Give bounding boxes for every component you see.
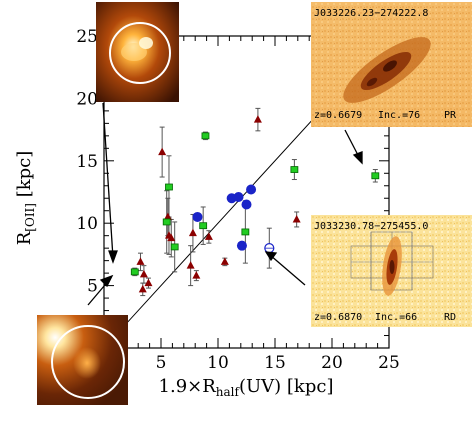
y-tick-label: 20: [76, 89, 98, 109]
triangle-point: [138, 284, 147, 293]
square-point: [241, 228, 250, 236]
pointer-arrows: [87, 102, 363, 306]
thumbnail-bottom: [37, 315, 128, 405]
x-axis-title: 1.9×Rhalf(UV) [kpc]: [159, 376, 334, 399]
triangle-point: [139, 269, 148, 278]
inset-title: J033226.23−274222.8: [314, 8, 428, 19]
data-points: [130, 115, 380, 293]
x-tick-label: 15: [264, 353, 286, 373]
triangle-point: [192, 271, 201, 279]
square-point: [130, 268, 139, 276]
y-tick-labels: 5 10 15 20 25: [76, 27, 98, 297]
x-tick-label: 20: [321, 353, 343, 373]
arrow-top-thumb-head: [108, 250, 118, 264]
x-tick-label: 25: [378, 353, 400, 373]
aperture-circle: [51, 325, 125, 399]
circle-point: [233, 191, 244, 202]
aperture-circle: [109, 22, 171, 84]
plot-frame: [103, 35, 390, 349]
circle-point: [246, 184, 257, 195]
triangle-point: [167, 233, 176, 242]
triangle-point: [253, 115, 262, 123]
square-point: [170, 243, 179, 251]
triangle-point: [136, 257, 145, 265]
inset-class: RD: [444, 312, 456, 323]
square-point: [290, 166, 299, 173]
triangle-point: [186, 261, 195, 269]
inset-class: PR: [444, 110, 457, 121]
triangle-point: [292, 214, 301, 223]
triangle-point: [144, 278, 153, 287]
square-point: [199, 222, 208, 230]
arrow-bottom-thumb-head: [99, 274, 114, 288]
arrow-inset-bottom: [269, 254, 306, 286]
circle-point: [236, 240, 247, 251]
x-tick-labels: 5 10 15 20 25: [156, 353, 400, 373]
circle-point: [192, 211, 203, 222]
square-point: [371, 172, 380, 180]
y-axis-title: R[OII] [kpc]: [14, 151, 37, 246]
inset-galaxy-rd: J033230.78−275455.0 z=0.6870 Inc.=66 RD: [311, 215, 472, 327]
square-point: [165, 183, 173, 191]
inset-redshift: z=0.6870: [314, 312, 362, 323]
inset-inclination: Inc.=66: [375, 312, 417, 323]
triangle-point: [204, 232, 213, 240]
circle-point: [241, 199, 252, 210]
inset-inclination: Inc.=76: [378, 110, 420, 121]
x-tick-label: 10: [207, 353, 229, 373]
triangle-point: [163, 212, 172, 220]
triangle-point: [188, 228, 197, 237]
y-tick-label: 15: [76, 152, 98, 172]
inset-galaxy-pr: J033226.23−274222.8 z=0.6679 Inc.=76 PR: [311, 2, 472, 127]
y-tick-label: 10: [76, 214, 98, 234]
y-tick-label: 5: [87, 277, 98, 297]
arrow-inset-bottom-head: [264, 251, 278, 262]
error-bars: [132, 107, 378, 297]
x-tick-label: 5: [156, 353, 167, 373]
thumbnail-top: [96, 2, 179, 102]
arrow-inset-top-head: [352, 151, 363, 165]
square-point: [162, 218, 171, 226]
triangle-point: [158, 147, 167, 156]
inset-redshift: z=0.6679: [314, 110, 362, 121]
inset-title: J033230.78−275455.0: [314, 221, 428, 232]
square-point: [201, 132, 210, 140]
arrow-top-thumb: [102, 102, 114, 259]
y-tick-label: 25: [76, 27, 98, 47]
triangle-point: [220, 257, 229, 265]
